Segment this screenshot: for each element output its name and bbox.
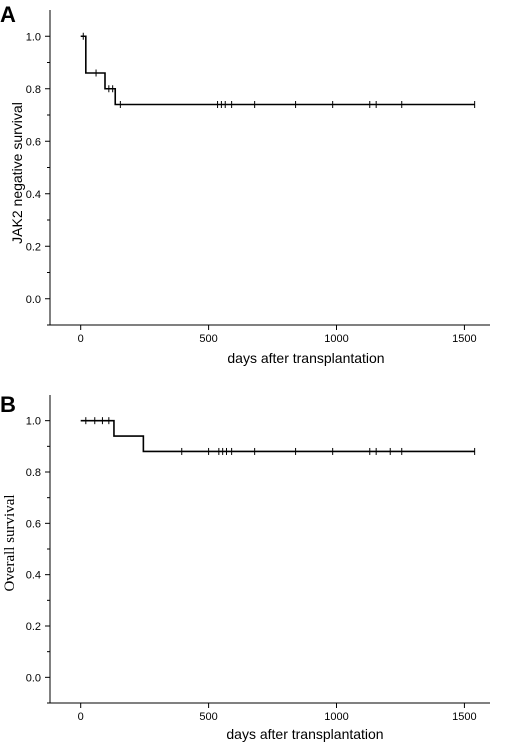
panel-b-y-axis-label: Overall survival	[2, 494, 18, 591]
panel-a-y-axis-label: JAK2 negative survival	[9, 102, 25, 244]
panel-b-y-tick-label: 0.0	[26, 672, 41, 684]
panel-a-y-tick-label: 0.8	[26, 84, 41, 96]
panel-b-x-tick-label: 1500	[452, 711, 476, 723]
panel-a: A 0.0 0.2 0.4 0.6 0.8 1.0 0 500 1000 1500 days af…	[0, 2, 490, 366]
panel-b-plot: 0.0 0.2 0.4 0.6 0.8 1.0 0 500 1000 1500	[26, 395, 490, 723]
panel-a-survival-curve	[80, 35, 475, 106]
panel-b-y-tick-label: 0.2	[26, 621, 41, 633]
panel-a-y-tick-label: 0.0	[26, 294, 41, 306]
panel-b: B 0.0 0.2 0.4 0.6 0.8 1.0 0 500 1000 1500 days af…	[0, 392, 490, 742]
panel-a-plot: 0.0 0.2 0.4 0.6 0.8 1.0 0 500 1000 1500	[26, 10, 490, 345]
panel-a-letter: A	[0, 2, 16, 27]
panel-a-y-tick-label: 0.4	[26, 189, 41, 201]
panel-a-y-tick-label: 1.0	[26, 31, 41, 43]
panel-b-x-tick-label: 500	[199, 711, 217, 723]
panel-b-x-axis-label: days after transplantation	[226, 726, 383, 742]
panel-b-y-tick-label: 0.8	[26, 467, 41, 479]
panel-b-y-tick-label: 1.0	[26, 416, 41, 428]
panel-a-y-tick-label: 0.6	[26, 136, 41, 148]
panel-a-x-tick-label: 1500	[452, 333, 476, 345]
panel-b-x-tick-label: 1000	[324, 711, 348, 723]
panel-b-survival-curve	[80, 419, 475, 453]
panel-b-y-tick-label: 0.4	[26, 570, 41, 582]
panel-b-letter: B	[0, 392, 16, 417]
panel-a-y-tick-label: 0.2	[26, 241, 41, 253]
panel-a-x-axis-label: days after transplantation	[227, 350, 384, 366]
panel-a-x-tick-label: 500	[199, 333, 217, 345]
panel-a-x-tick-label: 0	[78, 333, 84, 345]
panel-b-y-tick-label: 0.6	[26, 518, 41, 530]
panel-b-x-tick-label: 0	[78, 711, 84, 723]
panel-a-x-tick-label: 1000	[324, 333, 348, 345]
